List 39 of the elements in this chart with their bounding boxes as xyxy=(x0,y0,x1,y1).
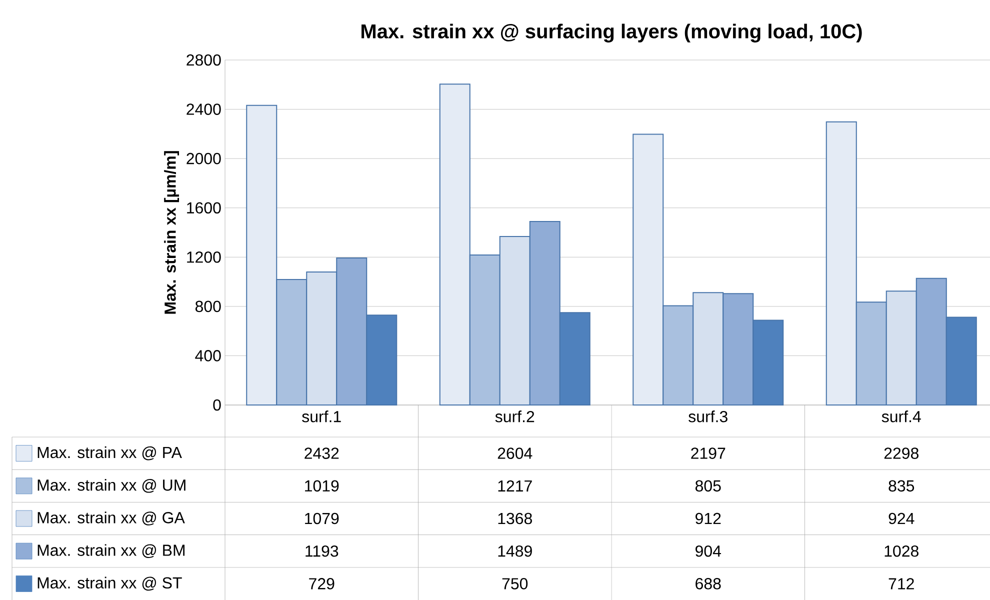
y-tick-label: 2400 xyxy=(186,104,221,115)
y-tick-label: 1600 xyxy=(187,202,221,214)
data-label: 1079 xyxy=(305,512,339,524)
data-label: 835 xyxy=(888,480,914,492)
data-label: 1489 xyxy=(498,545,532,557)
data-label: 2298 xyxy=(884,448,918,459)
data-label: 1019 xyxy=(305,480,339,492)
data-label: 2197 xyxy=(691,448,726,459)
data-label: 912 xyxy=(696,512,721,524)
y-tick-label: 0 xyxy=(213,399,221,411)
data-label: 729 xyxy=(309,578,334,590)
y-tick-label: 1200 xyxy=(187,251,221,263)
legend-label: Max. strain xx @ BM xyxy=(38,544,184,558)
y-axis-title: Max. strain xx [µm/m] xyxy=(164,151,180,314)
x-tick-label: surf.3 xyxy=(688,410,728,422)
data-label: 805 xyxy=(695,480,721,492)
data-label: 1368 xyxy=(498,512,532,524)
data-label: 712 xyxy=(888,578,914,590)
y-tick-label: 800 xyxy=(195,300,221,312)
x-tick-label: surf.1 xyxy=(302,410,341,422)
data-label: 904 xyxy=(696,545,721,557)
legend-label: Max. strain xx @ GA xyxy=(38,512,185,526)
y-tick-label: 2800 xyxy=(186,54,221,66)
y-tick-label: 400 xyxy=(195,350,221,362)
data-label: 1193 xyxy=(306,545,338,557)
legend-label: Max. strain xx @ UM xyxy=(38,479,186,493)
data-label: 750 xyxy=(502,578,528,590)
legend-label: Max. strain xx @ PA xyxy=(38,446,182,460)
data-label: 1028 xyxy=(884,545,918,557)
x-tick-label: surf.4 xyxy=(882,410,921,422)
x-tick-label: surf.2 xyxy=(495,410,534,422)
y-tick-label: 2000 xyxy=(186,152,221,164)
chart-title: Max. strain xx @ surfacing layers (moving load, 10C) xyxy=(362,24,862,42)
data-label: 924 xyxy=(888,512,914,524)
data-label: 2604 xyxy=(498,448,532,459)
data-label: 688 xyxy=(696,578,721,590)
data-label: 2432 xyxy=(304,448,339,459)
legend-label: Max. strain xx @ ST xyxy=(38,576,182,591)
data-label: 1217 xyxy=(498,480,532,492)
